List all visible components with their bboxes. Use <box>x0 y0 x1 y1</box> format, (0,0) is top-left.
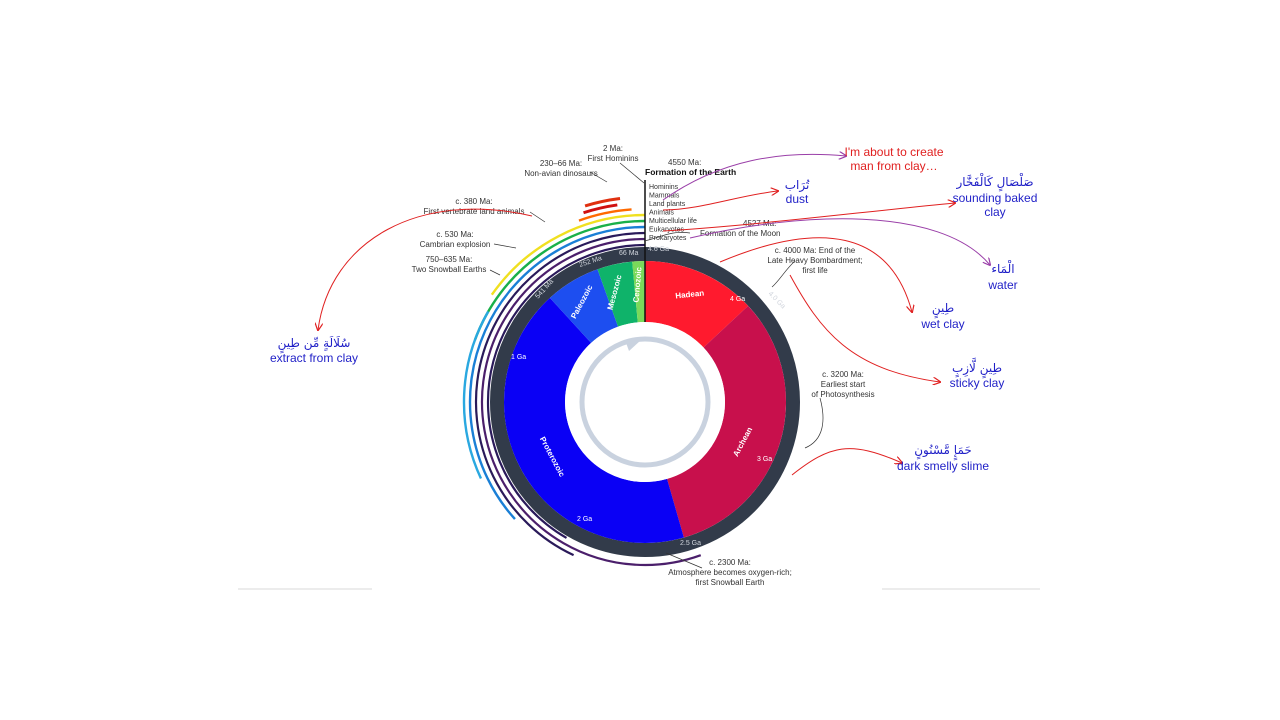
wedge-cenozoic <box>632 261 645 323</box>
annotation-lazib-en: sticky clay <box>950 376 1005 390</box>
event-oxy-line2: Atmosphere becomes oxygen-rich; <box>668 568 792 577</box>
life-list-item: Prokaryotes <box>649 235 687 242</box>
event-lhb-line1: c. 4000 Ma: End of the <box>775 246 856 255</box>
annotation-tin-en: wet clay <box>920 317 964 331</box>
annotation-hama-en: dark smelly slime <box>897 459 989 473</box>
arc-mammals <box>578 208 632 222</box>
life-list-item: Land plants <box>649 201 686 208</box>
inner-label-4ga: 4 Ga <box>730 296 745 303</box>
annotation-maa-ar: الْمَاء <box>991 259 1014 276</box>
arrow-dust <box>662 191 778 211</box>
inner-hole <box>565 322 725 482</box>
arrow-sticky-clay <box>789 274 940 382</box>
ring-label-66: 66 Ma <box>619 250 639 257</box>
annotation-salsal-ar: صَلْصَالٍ كَالْفَخَّار <box>955 172 1033 191</box>
arc-dinosaurs-2 <box>584 197 621 208</box>
event-photo-line1: c. 3200 Ma: <box>822 370 864 379</box>
wedge-archean <box>667 305 786 538</box>
eon-label-hadean: Hadean <box>675 289 705 301</box>
ring-label-4-0: 4.0 Ga <box>767 290 787 310</box>
event-moon: Formation of the Moon <box>700 229 780 238</box>
arrow-extract <box>318 208 533 330</box>
annotation-salsal-en1: sounding baked <box>953 191 1038 205</box>
event-land-date: c. 380 Ma: <box>455 197 492 206</box>
event-oxy-line3: first Snowball Earth <box>696 578 765 587</box>
arrow-water <box>689 218 990 265</box>
arrow-create <box>662 154 846 201</box>
event-photo-line2: Earliest start <box>821 380 866 389</box>
inner-label-1ga: 1 Ga <box>511 354 526 361</box>
annotation-arrows <box>318 154 990 476</box>
arc-prokaryotes <box>486 243 646 539</box>
annotation-create-line2: man from clay… <box>850 159 937 173</box>
arc-land-plants <box>490 213 646 296</box>
wedge-hadean <box>645 261 749 348</box>
arrow-slime <box>791 448 902 476</box>
arrow-sounding-clay <box>662 203 955 232</box>
inner-label-3ga: 3 Ga <box>757 456 772 463</box>
life-list-item: Eukaryotes <box>649 227 685 234</box>
event-oxy-line1: c. 2300 Ma: <box>709 558 751 567</box>
annotation-turab-ar: تُرَاب <box>785 178 810 193</box>
annotation-sulala-ar: سُلَالَةٍ مِّن طِينٍ <box>278 335 351 353</box>
wedge-paleozoic <box>549 269 619 343</box>
life-list-item: Multicellular life <box>649 218 697 225</box>
event-formation-date: 4550 Ma: <box>668 158 701 167</box>
event-land: First vertebrate land animals <box>424 207 525 216</box>
event-photo-line3: of Photosynthesis <box>811 390 874 399</box>
event-dinos: Non-avian dinosaurs <box>524 169 597 178</box>
clock-arrowhead-icon <box>625 340 640 351</box>
ring-label-4-6: 4.6 Ga <box>648 246 669 253</box>
annotation-create-line1: I'm about to create <box>844 145 943 159</box>
event-formation-title: Formation of the Earth <box>645 167 736 177</box>
wedge-mesozoic <box>597 261 638 327</box>
event-cambrian: Cambrian explosion <box>420 240 491 249</box>
event-lhb-line2: Late Heavy Bombardment; <box>767 256 862 265</box>
arrow-wet-clay <box>719 237 912 312</box>
annotation-salsal-en2: clay <box>984 205 1005 219</box>
life-list-item: Animals <box>649 210 674 217</box>
event-hominins: First Hominins <box>587 154 638 163</box>
inner-label-2ga: 2 Ga <box>577 516 592 523</box>
life-list-item: Hominins <box>649 184 679 191</box>
annotation-turab-en: dust <box>786 192 809 206</box>
life-list-item: Mammals <box>649 193 680 200</box>
wedge-proterozoic <box>503 297 684 543</box>
arc-eukaryotes <box>474 231 646 557</box>
event-cambrian-date: c. 530 Ma: <box>436 230 473 239</box>
event-hominins-date: 2 Ma: <box>603 144 623 153</box>
annotation-hama-ar: حَمَإٍ مَّسْنُونٍ <box>914 443 972 461</box>
arc-dinosaurs <box>583 203 618 215</box>
annotation-tin-ar: طِينٍ <box>932 301 954 319</box>
event-snowball-date: 750–635 Ma: <box>426 255 473 264</box>
annotation-maa-en: water <box>987 278 1017 292</box>
eon-label-cenozoic: Cenozoic <box>631 266 643 303</box>
arc-outer-blue <box>462 310 490 480</box>
annotation-sulala-en: extract from clay <box>270 351 358 365</box>
arc-prokaryotes-outer <box>480 237 702 567</box>
event-lhb-line3: first life <box>802 266 828 275</box>
ring-label-2-5: 2.5 Ga <box>680 540 701 547</box>
event-dinos-date: 230–66 Ma: <box>540 159 582 168</box>
eon-wedges <box>503 261 786 543</box>
clock-arrow-circle <box>579 336 711 468</box>
life-arcs <box>462 197 702 567</box>
arc-multicellular <box>468 225 646 520</box>
event-snowball: Two Snowball Earths <box>412 265 487 274</box>
annotation-lazib-ar: طِينٍ لَّازِبٍ <box>952 356 1002 378</box>
event-leaders <box>489 162 824 569</box>
